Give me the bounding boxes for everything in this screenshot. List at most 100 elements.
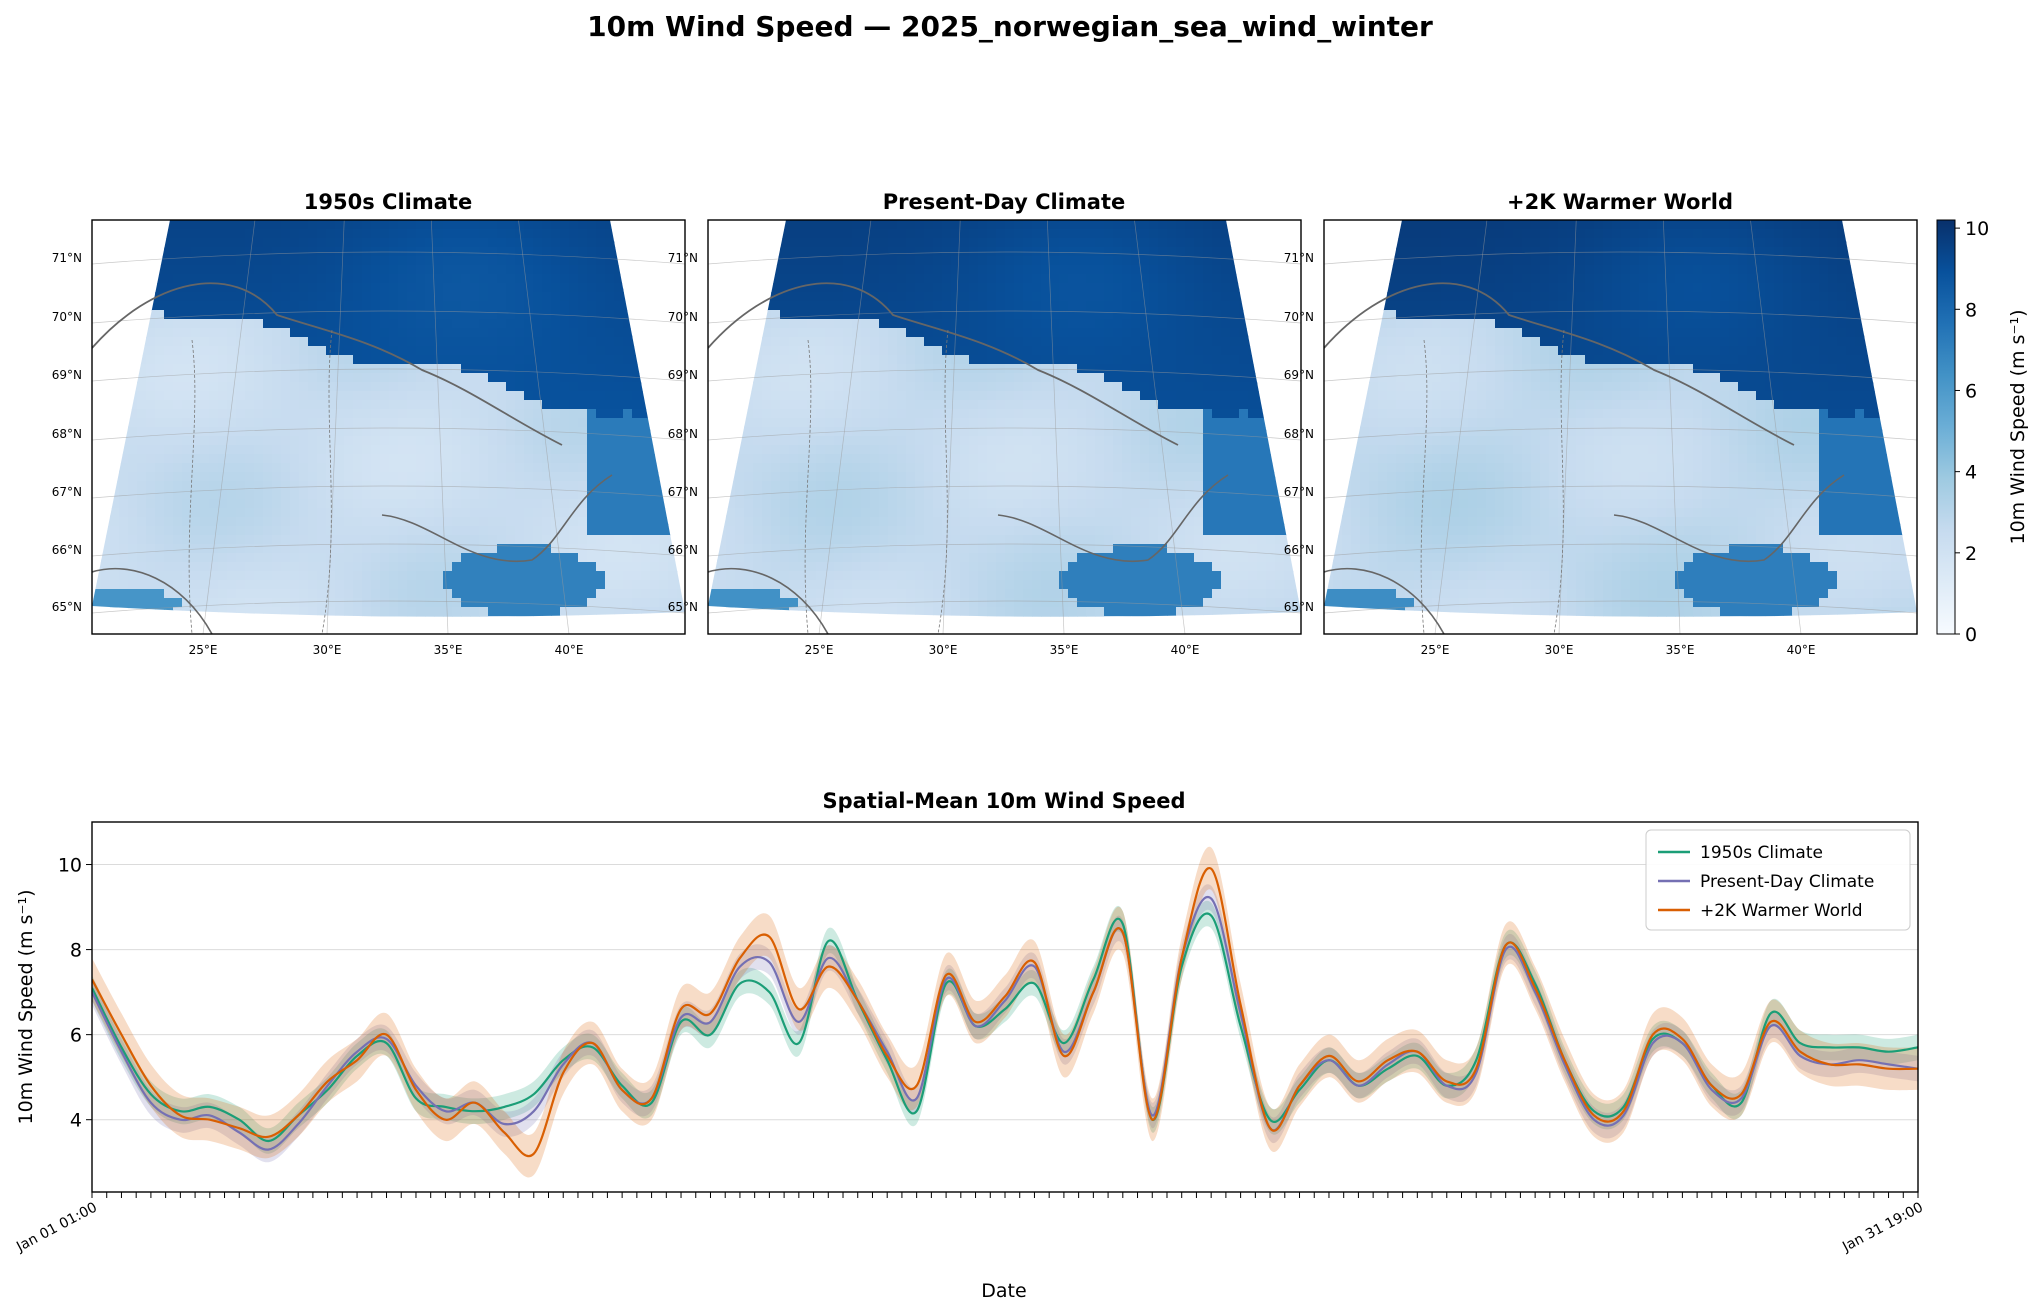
uncertainty-band bbox=[92, 900, 1918, 1154]
uncertainty-band bbox=[92, 846, 1918, 1178]
colorbar-tick-label: 6 bbox=[1965, 380, 1977, 402]
lat-label: 70°N bbox=[1284, 310, 1314, 324]
lat-label: 65°N bbox=[52, 600, 82, 614]
graticule-line bbox=[1324, 427, 1917, 441]
chart-title: Spatial-Mean 10m Wind Speed bbox=[823, 789, 1186, 813]
graticule-line bbox=[1434, 220, 1488, 634]
map-panel-1950s: 1950s Climate 71°N 70°N 69°N 68°N 67°N 66°N 65… bbox=[52, 190, 686, 657]
coastline bbox=[92, 282, 563, 446]
series-line bbox=[92, 912, 1918, 1143]
graticule-line bbox=[1662, 220, 1681, 634]
graticule-line bbox=[1324, 251, 1917, 265]
border-line bbox=[804, 339, 812, 634]
graticule-line bbox=[818, 220, 872, 634]
map-frame bbox=[1323, 219, 1918, 635]
map-panel-warmer-world: +2K Warmer World 71°N 70°N 69°N 68°N 67°N 66°… bbox=[1284, 190, 1918, 657]
graticule-line bbox=[518, 220, 570, 634]
graticule-line bbox=[92, 600, 685, 614]
lat-label: 69°N bbox=[668, 368, 698, 382]
legend: 1950s Climate Present-Day Climate +2K Warm… bbox=[1645, 829, 1911, 931]
border-line bbox=[937, 329, 949, 634]
graticule-line bbox=[1134, 220, 1186, 634]
map-panel-title: 1950s Climate bbox=[304, 190, 472, 214]
graticule-line bbox=[1046, 220, 1065, 634]
graticule-line bbox=[202, 220, 256, 634]
coastline bbox=[1324, 282, 1795, 446]
graticule-line bbox=[1324, 310, 1917, 324]
lon-label: 35°E bbox=[1050, 643, 1079, 657]
y-tick-label: 10 bbox=[58, 855, 82, 877]
border-line bbox=[321, 329, 333, 634]
border-line bbox=[188, 339, 196, 634]
lat-label: 66°N bbox=[52, 543, 82, 557]
lat-label: 66°N bbox=[668, 543, 698, 557]
lat-label: 71°N bbox=[1284, 251, 1314, 265]
graticule-line bbox=[708, 310, 1301, 324]
wind-field bbox=[92, 220, 685, 634]
lat-label: 66°N bbox=[1284, 543, 1314, 557]
lat-label: 67°N bbox=[1284, 485, 1314, 499]
x-tick-label: Jan 31 19:00 bbox=[1839, 1199, 1926, 1255]
lat-label: 67°N bbox=[668, 485, 698, 499]
lat-label: 70°N bbox=[52, 310, 82, 324]
graticule-line bbox=[1324, 600, 1917, 614]
graticule-line bbox=[708, 251, 1301, 265]
border-line bbox=[1420, 339, 1428, 634]
graticule-line bbox=[1324, 485, 1917, 499]
y-tick-label: 6 bbox=[70, 1025, 82, 1047]
graticule-line bbox=[1750, 220, 1802, 634]
series-line bbox=[92, 895, 1918, 1151]
lon-label: 35°E bbox=[434, 643, 463, 657]
figure-title: 10m Wind Speed — 2025_norwegian_sea_wind… bbox=[587, 10, 1433, 43]
colorbar-tick-label: 0 bbox=[1965, 624, 1977, 646]
graticule-line bbox=[1324, 543, 1917, 557]
lon-label: 30°E bbox=[929, 643, 958, 657]
lon-label: 40°E bbox=[1171, 643, 1200, 657]
chart-ylabel: 10m Wind Speed (m s⁻¹) bbox=[15, 889, 37, 1124]
lat-label: 68°N bbox=[52, 427, 82, 441]
graticule-line bbox=[1324, 368, 1917, 382]
lon-label: 40°E bbox=[555, 643, 584, 657]
colorbar-tick-label: 4 bbox=[1965, 462, 1977, 484]
y-tick-label: 4 bbox=[70, 1110, 82, 1132]
lat-label: 65°N bbox=[1284, 600, 1314, 614]
lat-label: 69°N bbox=[52, 368, 82, 382]
graticule-line bbox=[430, 220, 449, 634]
uncertainty-band bbox=[92, 884, 1918, 1163]
lat-label: 65°N bbox=[668, 600, 698, 614]
lon-label: 40°E bbox=[1787, 643, 1816, 657]
graticule-line bbox=[92, 543, 685, 557]
lat-label: 68°N bbox=[1284, 427, 1314, 441]
lon-label: 30°E bbox=[1545, 643, 1574, 657]
series-line bbox=[92, 867, 1918, 1158]
lat-label: 67°N bbox=[52, 485, 82, 499]
lat-label: 71°N bbox=[668, 251, 698, 265]
legend-box bbox=[1645, 829, 1911, 931]
coastline bbox=[708, 282, 1179, 446]
lon-label: 25°E bbox=[189, 643, 218, 657]
graticule-line bbox=[708, 600, 1301, 614]
lat-label: 70°N bbox=[668, 310, 698, 324]
legend-entry: Present-Day Climate bbox=[1700, 872, 1874, 892]
lon-label: 30°E bbox=[313, 643, 342, 657]
lon-label: 35°E bbox=[1666, 643, 1695, 657]
border-line bbox=[1553, 329, 1565, 634]
wind-field bbox=[708, 220, 1301, 634]
colorbar-gradient bbox=[1936, 219, 1956, 635]
map-panel-present-day: Present-Day Climate 71°N 70°N 69°N 68°N 67°N… bbox=[668, 190, 1302, 657]
graticule-line bbox=[92, 485, 685, 499]
x-tick-label: Jan 01 01:00 bbox=[13, 1199, 100, 1255]
colorbar-label: 10m Wind Speed (m s⁻¹) bbox=[2007, 309, 2029, 544]
lon-label: 25°E bbox=[1421, 643, 1450, 657]
map-panel-title: Present-Day Climate bbox=[883, 190, 1126, 214]
wind-field bbox=[1324, 220, 1917, 634]
graticule-line bbox=[708, 543, 1301, 557]
graticule-line bbox=[708, 485, 1301, 499]
colorbar-tick-label: 8 bbox=[1965, 299, 1977, 321]
lon-label: 25°E bbox=[805, 643, 834, 657]
lat-label: 69°N bbox=[1284, 368, 1314, 382]
colorbar-tick-label: 10 bbox=[1965, 218, 1989, 240]
colorbar: 10m Wind Speed (m s⁻¹) 0 2 4 6 8 10 bbox=[1936, 218, 2029, 646]
graticule-line bbox=[92, 251, 685, 265]
